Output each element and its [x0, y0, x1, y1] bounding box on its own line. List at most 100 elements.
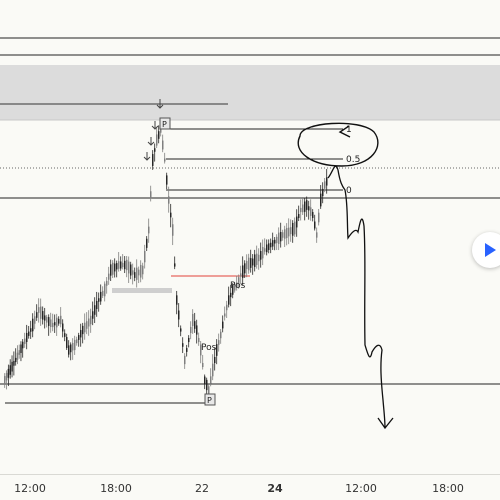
time-tick: 12:00	[345, 482, 377, 495]
candle-body	[82, 325, 84, 335]
pivot-marker-label: P	[162, 120, 167, 129]
candle-body	[88, 318, 90, 327]
drawn-arrowhead[interactable]	[338, 125, 351, 138]
candle-body	[280, 232, 282, 242]
candle-body	[308, 206, 310, 211]
pivot-marker-box[interactable]	[204, 393, 216, 406]
candle-body	[72, 342, 74, 351]
candle-body	[174, 263, 176, 267]
candle-body	[262, 246, 264, 259]
candle-body	[94, 305, 96, 315]
candle-body	[76, 339, 78, 344]
candle-body	[104, 283, 106, 297]
candle-body	[154, 148, 156, 152]
candle-body	[130, 264, 132, 276]
time-axis[interactable]: 12:00 18:00 22 24 12:00 18:00	[0, 474, 500, 500]
down-arrow-icon	[147, 137, 155, 146]
candle-body	[166, 175, 168, 185]
candle-body	[188, 337, 190, 343]
candle-body	[246, 260, 248, 270]
candle-body	[120, 261, 122, 269]
drawn-circle[interactable]	[297, 122, 379, 167]
pos-label: Pos	[201, 343, 217, 353]
candle-body	[7, 368, 10, 378]
candle-body	[316, 232, 318, 238]
candle-body	[11, 361, 13, 372]
time-tick: 18:00	[432, 482, 464, 495]
candle-body	[13, 360, 15, 366]
candle-body	[218, 340, 220, 345]
candle-body	[70, 344, 72, 353]
candle-body	[234, 284, 236, 291]
candle-body	[170, 212, 172, 218]
candle-body	[68, 345, 70, 355]
drawn-down-arrow[interactable]	[377, 417, 394, 430]
candle-body	[298, 214, 300, 218]
candle-body	[320, 193, 322, 207]
candle-body	[266, 244, 268, 253]
candle-body	[318, 212, 320, 223]
drawn-projection-path[interactable]	[327, 165, 386, 429]
time-tick: 22	[195, 482, 209, 495]
candle-body	[148, 226, 150, 234]
candle-body	[216, 344, 218, 356]
candle-body	[268, 243, 270, 250]
candles	[4, 120, 328, 403]
candle-body	[40, 306, 42, 319]
candle-body	[28, 331, 30, 336]
candle-body	[282, 232, 284, 238]
play-button[interactable]	[472, 232, 500, 268]
candle-body	[98, 298, 100, 302]
candle-body	[214, 356, 216, 364]
candle-body	[156, 134, 158, 146]
pivot-marker-box[interactable]	[159, 117, 171, 130]
candle-body	[106, 280, 108, 286]
candle-body	[144, 251, 146, 263]
candle-body	[290, 227, 292, 235]
candle-body	[58, 318, 60, 324]
pivot-marker-label: P	[207, 396, 212, 405]
candle-body	[230, 292, 232, 298]
candle-body	[44, 315, 46, 321]
candle-body	[226, 304, 228, 311]
down-arrow-icons	[143, 99, 164, 161]
candle-body	[322, 188, 324, 197]
candle-body	[90, 315, 92, 325]
candle-body	[16, 352, 19, 360]
candle-body	[242, 265, 244, 278]
candle-body	[292, 222, 294, 236]
candle-body	[278, 232, 280, 245]
candle-body	[264, 248, 266, 252]
candle-body	[194, 321, 196, 329]
candle-body	[146, 238, 148, 248]
candle-body	[138, 269, 140, 276]
candle-body	[224, 313, 226, 317]
candle-body	[66, 337, 68, 348]
candle-body	[128, 261, 130, 274]
play-icon	[485, 243, 496, 257]
candle-body	[22, 341, 24, 349]
price-chart[interactable]: 1 0.5 0 Pos Pos P P	[0, 0, 500, 474]
time-tick: 12:00	[14, 482, 46, 495]
zone-band[interactable]	[0, 65, 500, 120]
candle-body	[30, 328, 32, 332]
candle-body	[206, 379, 208, 391]
candle-body	[186, 348, 188, 352]
candle-body	[136, 267, 138, 280]
candle-body	[84, 322, 86, 333]
down-arrow-icon	[151, 121, 159, 130]
candle-body	[140, 264, 142, 278]
candle-body	[56, 317, 58, 328]
candle-body	[312, 212, 314, 218]
down-arrow-icon	[143, 152, 151, 161]
candle-body	[24, 338, 26, 344]
fib-label-1: 1	[346, 125, 352, 135]
candle-body	[102, 290, 104, 296]
candle-body	[178, 310, 180, 320]
candle-body	[288, 227, 290, 237]
candle-body	[124, 260, 126, 270]
candle-body	[172, 224, 174, 236]
candle-body	[306, 200, 308, 210]
candle-body	[168, 196, 170, 204]
